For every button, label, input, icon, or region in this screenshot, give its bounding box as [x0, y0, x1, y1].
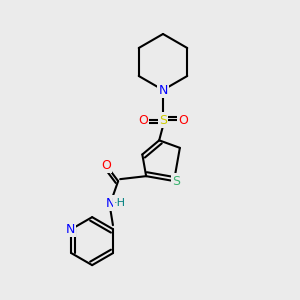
Text: N: N — [106, 196, 115, 210]
Text: ·H: ·H — [114, 198, 126, 208]
Text: O: O — [178, 113, 188, 127]
Text: S: S — [159, 113, 167, 127]
Text: S: S — [172, 175, 180, 188]
Text: O: O — [101, 159, 111, 172]
Text: O: O — [138, 113, 148, 127]
Text: N: N — [158, 83, 168, 97]
Text: N: N — [66, 223, 75, 236]
